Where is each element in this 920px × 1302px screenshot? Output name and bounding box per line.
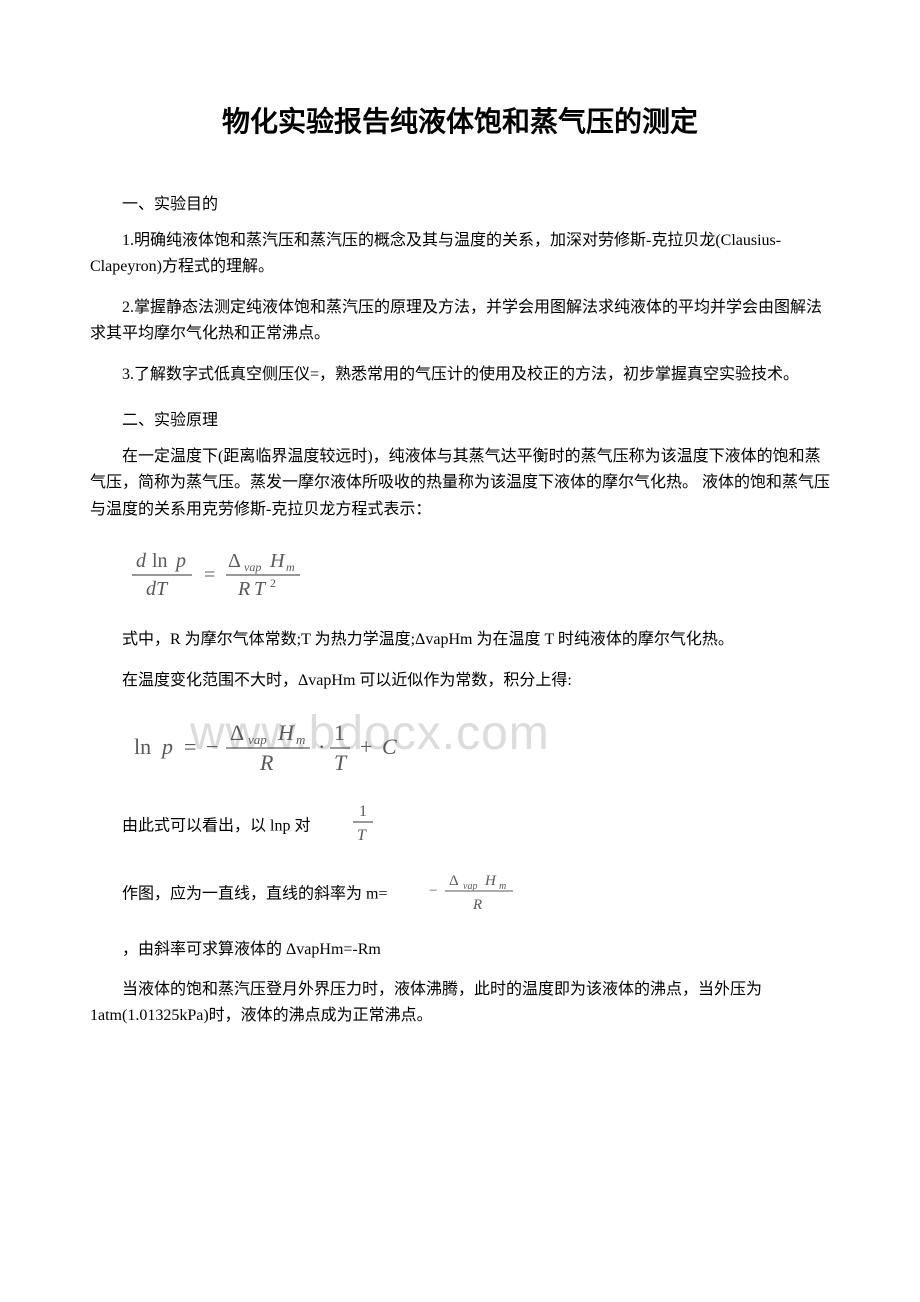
svg-text:T: T (254, 578, 267, 600)
svg-text:R: R (237, 578, 250, 600)
section-2-p2: 式中，R 为摩尔气体常数;T 为热力学温度;ΔvapHm 为在温度 T 时纯液体… (90, 627, 830, 653)
svg-text:·: · (318, 734, 325, 759)
svg-text:ln: ln (134, 734, 151, 759)
section-2-p5-text: 作图，应为一直线，直线的斜率为 m= (122, 886, 387, 903)
frac-num: 1 (359, 803, 367, 820)
svg-text:1: 1 (334, 720, 345, 745)
section-1-p3: 3.了解数字式低真空侧压仪=，熟悉常用的气压计的使用及校正的方法，初步掌握真空实… (90, 362, 830, 388)
section-2-p5: 作图，应为一直线，直线的斜率为 m= − Δ vap H m R (90, 867, 830, 922)
svg-text:C: C (382, 734, 397, 759)
svg-text:vap: vap (248, 732, 267, 747)
fraction-slope: − Δ vap H m R (395, 867, 537, 922)
section-2-p1: 在一定温度下(距离临界温度较远时)，纯液体与其蒸气达平衡时的蒸气压称为该温度下液… (90, 444, 830, 523)
svg-text:+: + (360, 734, 372, 759)
fraction-1-over-T: 1 T (318, 800, 376, 853)
svg-text:Δ: Δ (228, 550, 241, 572)
section-2-p7: 当液体的饱和蒸汽压登月外界压力时，液体沸腾，此时的温度即为该液体的沸点，当外压为… (90, 977, 830, 1030)
svg-text:p: p (160, 734, 173, 759)
frac-den: T (357, 827, 367, 844)
svg-text:d: d (136, 550, 147, 572)
section-2-p6: ，由斜率可求算液体的 ΔvapHm=-Rm (90, 937, 830, 963)
svg-text:vap: vap (463, 881, 477, 892)
document-content: 物化实验报告纯液体饱和蒸气压的测定 一、实验目的 1.明确纯液体饱和蒸汽压和蒸汽… (90, 100, 830, 1030)
svg-text:m: m (286, 560, 295, 574)
equation-2: ln p = − Δ vap H m R · 1 T + C (130, 716, 830, 778)
svg-text:R: R (259, 750, 274, 775)
svg-text:T: T (334, 750, 348, 775)
section-2-p3: 在温度变化范围不大时，ΔvapHm 可以近似作为常数，积分上得: (90, 668, 830, 694)
svg-text:dT: dT (146, 578, 169, 600)
section-2-p4: 由此式可以看出，以 lnp 对 1 T (90, 800, 830, 853)
svg-text:m: m (499, 881, 506, 892)
svg-text:Δ: Δ (449, 873, 459, 889)
section-1-p2: 2.掌握静态法测定纯液体饱和蒸汽压的原理及方法，并学会用图解法求纯液体的平均并学… (90, 295, 830, 348)
svg-text:p: p (174, 550, 186, 572)
svg-text:H: H (269, 550, 286, 572)
equation-1-svg: d ln p dT = Δ vap H m R T 2 (130, 545, 340, 605)
svg-text:−: − (429, 883, 437, 899)
section-2-p4-text: 由此式可以看出，以 lnp 对 (122, 817, 310, 834)
svg-text:−: − (206, 734, 218, 759)
equation-2-svg: ln p = − Δ vap H m R · 1 T + C (130, 716, 430, 778)
svg-text:R: R (472, 897, 482, 913)
section-1-heading: 一、实验目的 (90, 190, 830, 214)
svg-text:vap: vap (244, 560, 261, 574)
section-1-p1: 1.明确纯液体饱和蒸汽压和蒸汽压的概念及其与温度的关系，加深对劳修斯-克拉贝龙(… (90, 228, 830, 281)
svg-text:=: = (184, 734, 196, 759)
svg-text:=: = (204, 564, 215, 586)
section-2-heading: 二、实验原理 (90, 406, 830, 430)
svg-text:H: H (484, 873, 497, 889)
svg-text:ln: ln (152, 550, 168, 572)
svg-text:m: m (296, 732, 305, 747)
svg-text:Δ: Δ (230, 720, 244, 745)
svg-text:H: H (277, 720, 295, 745)
document-title: 物化实验报告纯液体饱和蒸气压的测定 (90, 100, 830, 140)
svg-text:2: 2 (270, 576, 276, 590)
equation-1: d ln p dT = Δ vap H m R T 2 (130, 545, 830, 605)
